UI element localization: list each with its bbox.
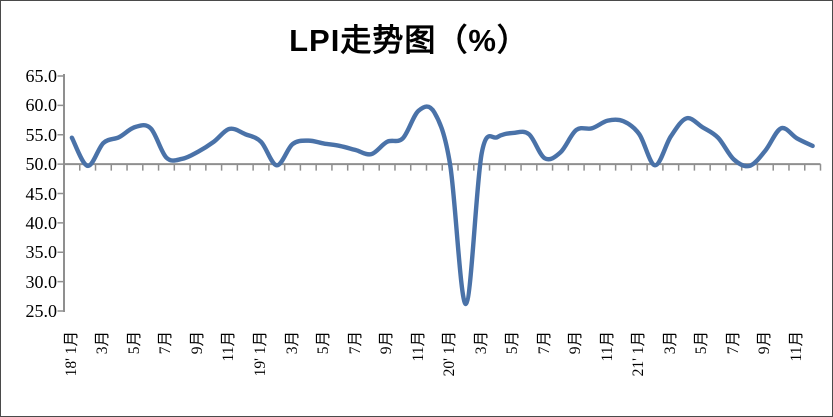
chart-title: LPI走势图（%）: [289, 23, 529, 58]
y-axis-tick-label: 50.0: [25, 154, 58, 175]
y-axis-tick-label: 55.0: [25, 124, 58, 145]
y-axis-tick-label: 45.0: [25, 183, 58, 204]
y-axis-tick-label: 25.0: [25, 301, 58, 321]
y-axis-tick-label: 30.0: [25, 271, 58, 292]
lpi-series-line: [69, 104, 815, 307]
y-axis-tick-label: 60.0: [25, 95, 58, 116]
y-axis-tick-label: 65.0: [25, 66, 58, 86]
y-axis-tick-label: 40.0: [25, 212, 58, 233]
y-axis-tick-label: 35.0: [25, 242, 58, 263]
